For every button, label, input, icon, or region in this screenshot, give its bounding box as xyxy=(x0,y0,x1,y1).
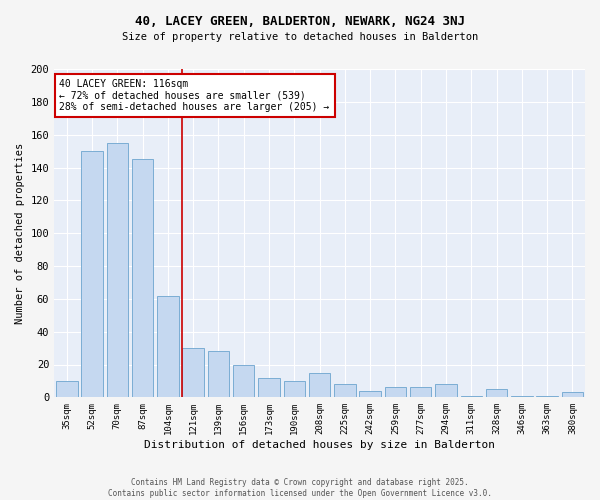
Bar xyxy=(562,392,583,398)
Text: 40, LACEY GREEN, BALDERTON, NEWARK, NG24 3NJ: 40, LACEY GREEN, BALDERTON, NEWARK, NG24… xyxy=(135,15,465,28)
Bar xyxy=(536,396,558,398)
Bar xyxy=(132,160,154,398)
Bar xyxy=(359,391,381,398)
Bar xyxy=(82,151,103,398)
Text: 40 LACEY GREEN: 116sqm
← 72% of detached houses are smaller (539)
28% of semi-de: 40 LACEY GREEN: 116sqm ← 72% of detached… xyxy=(59,79,330,112)
Bar xyxy=(435,384,457,398)
Y-axis label: Number of detached properties: Number of detached properties xyxy=(15,142,25,324)
Bar xyxy=(258,378,280,398)
Text: Size of property relative to detached houses in Balderton: Size of property relative to detached ho… xyxy=(122,32,478,42)
X-axis label: Distribution of detached houses by size in Balderton: Distribution of detached houses by size … xyxy=(144,440,495,450)
Bar xyxy=(461,396,482,398)
Bar xyxy=(284,381,305,398)
Bar xyxy=(56,381,77,398)
Bar xyxy=(410,388,431,398)
Bar xyxy=(208,352,229,398)
Text: Contains HM Land Registry data © Crown copyright and database right 2025.
Contai: Contains HM Land Registry data © Crown c… xyxy=(108,478,492,498)
Bar xyxy=(107,143,128,398)
Bar xyxy=(233,364,254,398)
Bar xyxy=(486,389,507,398)
Bar xyxy=(157,296,179,398)
Bar xyxy=(511,396,533,398)
Bar xyxy=(385,388,406,398)
Bar xyxy=(309,372,331,398)
Bar xyxy=(334,384,356,398)
Bar xyxy=(182,348,204,398)
